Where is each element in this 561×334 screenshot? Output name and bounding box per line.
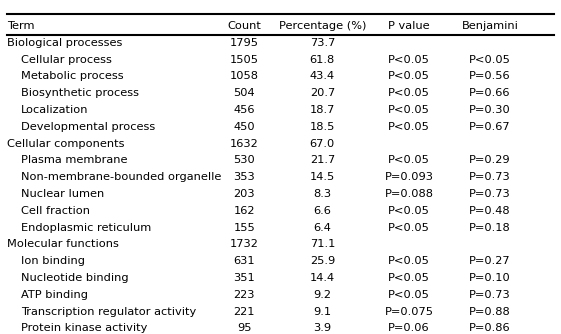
- Text: 203: 203: [233, 189, 255, 199]
- Text: 631: 631: [233, 256, 255, 266]
- Text: P value: P value: [388, 21, 430, 31]
- Text: 8.3: 8.3: [313, 189, 332, 199]
- Text: Transcription regulator activity: Transcription regulator activity: [21, 307, 196, 317]
- Text: 450: 450: [233, 122, 255, 132]
- Text: P=0.73: P=0.73: [469, 290, 511, 300]
- Text: P=0.67: P=0.67: [469, 122, 511, 132]
- Text: Non-membrane-bounded organelle: Non-membrane-bounded organelle: [21, 172, 221, 182]
- Text: 1632: 1632: [230, 139, 259, 149]
- Text: 221: 221: [233, 307, 255, 317]
- Text: 71.1: 71.1: [310, 239, 335, 249]
- Text: 1505: 1505: [229, 54, 259, 64]
- Text: 61.8: 61.8: [310, 54, 335, 64]
- Text: Biological processes: Biological processes: [7, 38, 122, 48]
- Text: 43.4: 43.4: [310, 71, 335, 81]
- Text: P=0.48: P=0.48: [469, 206, 511, 216]
- Text: Cell fraction: Cell fraction: [21, 206, 90, 216]
- Text: 25.9: 25.9: [310, 256, 335, 266]
- Text: 1795: 1795: [229, 38, 259, 48]
- Text: 20.7: 20.7: [310, 88, 335, 98]
- Text: Metabolic process: Metabolic process: [21, 71, 123, 81]
- Text: 3.9: 3.9: [313, 323, 332, 333]
- Text: Plasma membrane: Plasma membrane: [21, 155, 127, 165]
- Text: P=0.075: P=0.075: [384, 307, 434, 317]
- Text: P<0.05: P<0.05: [388, 54, 430, 64]
- Text: Protein kinase activity: Protein kinase activity: [21, 323, 148, 333]
- Text: P<0.05: P<0.05: [388, 256, 430, 266]
- Text: 21.7: 21.7: [310, 155, 335, 165]
- Text: 456: 456: [233, 105, 255, 115]
- Text: 73.7: 73.7: [310, 38, 335, 48]
- Text: P=0.73: P=0.73: [469, 172, 511, 182]
- Text: 6.4: 6.4: [314, 222, 332, 232]
- Text: P<0.05: P<0.05: [388, 88, 430, 98]
- Text: Cellular components: Cellular components: [7, 139, 125, 149]
- Text: 18.5: 18.5: [310, 122, 335, 132]
- Text: 9.1: 9.1: [313, 307, 332, 317]
- Text: Developmental process: Developmental process: [21, 122, 155, 132]
- Text: Term: Term: [7, 21, 34, 31]
- Text: 223: 223: [233, 290, 255, 300]
- Text: Cellular process: Cellular process: [21, 54, 112, 64]
- Text: P=0.29: P=0.29: [469, 155, 511, 165]
- Text: P<0.05: P<0.05: [388, 290, 430, 300]
- Text: 14.4: 14.4: [310, 273, 335, 283]
- Text: 67.0: 67.0: [310, 139, 335, 149]
- Text: Benjamini: Benjamini: [461, 21, 518, 31]
- Text: 351: 351: [233, 273, 255, 283]
- Text: 6.6: 6.6: [314, 206, 332, 216]
- Text: P=0.73: P=0.73: [469, 189, 511, 199]
- Text: P=0.18: P=0.18: [469, 222, 511, 232]
- Text: P<0.05: P<0.05: [388, 222, 430, 232]
- Text: P=0.27: P=0.27: [469, 256, 511, 266]
- Text: 504: 504: [233, 88, 255, 98]
- Text: P<0.05: P<0.05: [469, 54, 511, 64]
- Text: Percentage (%): Percentage (%): [279, 21, 366, 31]
- Text: 18.7: 18.7: [310, 105, 335, 115]
- Text: ATP binding: ATP binding: [21, 290, 88, 300]
- Text: P<0.05: P<0.05: [388, 273, 430, 283]
- Text: 155: 155: [233, 222, 255, 232]
- Text: P=0.86: P=0.86: [469, 323, 511, 333]
- Text: Localization: Localization: [21, 105, 89, 115]
- Text: Nucleotide binding: Nucleotide binding: [21, 273, 128, 283]
- Text: 353: 353: [233, 172, 255, 182]
- Text: 1732: 1732: [230, 239, 259, 249]
- Text: Count: Count: [227, 21, 261, 31]
- Text: 1058: 1058: [229, 71, 259, 81]
- Text: P<0.05: P<0.05: [388, 155, 430, 165]
- Text: 162: 162: [233, 206, 255, 216]
- Text: P=0.66: P=0.66: [469, 88, 511, 98]
- Text: P=0.093: P=0.093: [384, 172, 434, 182]
- Text: P=0.30: P=0.30: [469, 105, 511, 115]
- Text: P<0.05: P<0.05: [388, 122, 430, 132]
- Text: P<0.05: P<0.05: [388, 71, 430, 81]
- Text: P<0.05: P<0.05: [388, 206, 430, 216]
- Text: 14.5: 14.5: [310, 172, 335, 182]
- Text: P=0.06: P=0.06: [388, 323, 430, 333]
- Text: 530: 530: [233, 155, 255, 165]
- Text: Endoplasmic reticulum: Endoplasmic reticulum: [21, 222, 151, 232]
- Text: P=0.88: P=0.88: [469, 307, 511, 317]
- Text: Biosynthetic process: Biosynthetic process: [21, 88, 139, 98]
- Text: P=0.10: P=0.10: [469, 273, 511, 283]
- Text: P=0.56: P=0.56: [469, 71, 511, 81]
- Text: 95: 95: [237, 323, 251, 333]
- Text: P=0.088: P=0.088: [384, 189, 434, 199]
- Text: Nuclear lumen: Nuclear lumen: [21, 189, 104, 199]
- Text: Molecular functions: Molecular functions: [7, 239, 119, 249]
- Text: Ion binding: Ion binding: [21, 256, 85, 266]
- Text: 9.2: 9.2: [314, 290, 332, 300]
- Text: P<0.05: P<0.05: [388, 105, 430, 115]
